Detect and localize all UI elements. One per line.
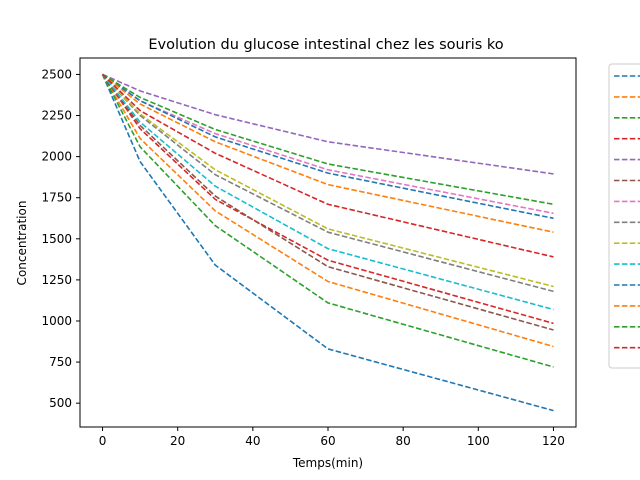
legend-frame [608,63,640,369]
x-tick-label: 0 [99,434,107,448]
series-line-14 [101,73,554,258]
series-line-6 [101,73,554,331]
series-line-5 [102,73,554,175]
x-tick-label: 120 [542,434,565,448]
series-line-13 [102,73,554,206]
y-tick-label: 1500 [41,232,72,246]
axes-frame [79,57,577,428]
y-tick-label: 1250 [41,273,72,287]
x-tick-label: 80 [396,434,411,448]
y-axis: 500 750 1000 1250 1500 1750 2000 2250 2500 [41,67,80,410]
chart-title: Evolution du glucose intestinal chez les… [148,37,503,53]
y-tick-label: 1750 [41,191,72,205]
x-tick-label: 20 [170,434,185,448]
series-line-9 [101,73,554,288]
y-tick-label: 2250 [41,109,72,123]
series-line-1 [101,74,554,412]
x-tick-label: 60 [320,434,335,448]
series-line-7 [102,73,554,215]
series-line-2 [101,73,554,348]
series-group [101,73,554,412]
y-tick-label: 2000 [41,150,72,164]
series-line-10 [101,73,554,311]
y-tick-label: 2500 [41,67,72,81]
x-tick-label: 40 [245,434,260,448]
series-line-8 [101,73,554,293]
series-line-4 [101,73,554,325]
y-axis-label: Concentration [15,201,29,286]
y-tick-label: 500 [49,396,72,410]
x-axis: 0 20 40 60 80 100 120 [99,427,565,448]
series-line-3 [101,74,554,368]
y-tick-label: 750 [49,355,72,369]
legend [608,63,640,369]
series-line-12 [102,73,554,233]
series-line-11 [102,73,554,220]
plot-area [79,57,577,428]
y-tick-label: 1000 [41,314,72,328]
x-tick-label: 100 [467,434,490,448]
x-axis-label: Temps(min) [292,456,363,470]
